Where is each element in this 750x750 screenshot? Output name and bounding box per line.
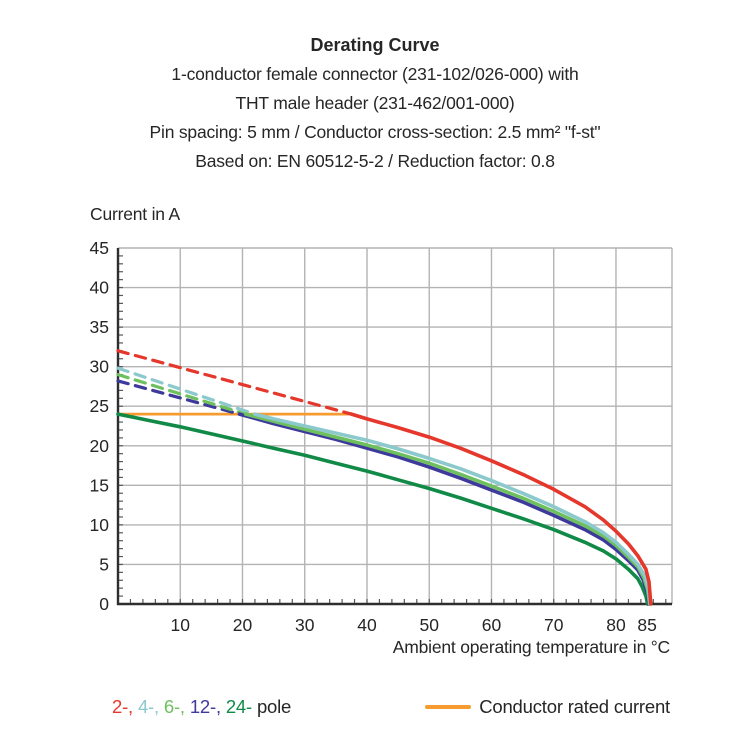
y-tick-label: 35 xyxy=(90,317,109,337)
rated-current-legend: Conductor rated current xyxy=(425,696,670,718)
dashed-curve-12-pole xyxy=(116,379,241,416)
y-tick-label: 20 xyxy=(90,436,110,456)
curve-24-pole xyxy=(116,412,650,606)
y-tick-label: 45 xyxy=(90,238,109,258)
x-tick-label: 70 xyxy=(544,615,564,635)
y-tick-label: 25 xyxy=(90,396,109,416)
curve-2-pole xyxy=(349,412,653,606)
x-tick-label: 80 xyxy=(606,615,626,635)
rated-current-label: Conductor rated current xyxy=(479,696,670,717)
y-axis-title: Current in A xyxy=(90,204,181,224)
chart-subtitle-line: 1-conductor female connector (231-102/02… xyxy=(171,64,579,84)
chart-subtitle-line: Based on: EN 60512-5-2 / Reduction facto… xyxy=(195,151,555,171)
y-tick-label: 10 xyxy=(90,515,110,535)
x-axis-title: Ambient operating temperature in °C xyxy=(392,637,670,657)
y-tick-label: 5 xyxy=(99,554,109,574)
pole-legend-suffix: pole xyxy=(256,696,292,717)
x-tick-label: 20 xyxy=(233,615,253,635)
dashed-curve-2-pole xyxy=(116,349,353,416)
dashed-curves xyxy=(116,349,353,416)
x-tick-label: 85 xyxy=(637,615,656,635)
derating-chart-plot: 10 20 30 40 50 60 70 80 85 0 5 10 15 20 25 30 35 40 45 xyxy=(90,238,673,635)
x-tick-label: 40 xyxy=(357,615,377,635)
x-tick-label: 50 xyxy=(420,615,440,635)
x-tick-label: 60 xyxy=(482,615,502,635)
y-tick-label: 0 xyxy=(99,594,109,614)
legend-row: 2-, 4-, 6-, 12-, 24- pole Conductor rate… xyxy=(112,696,670,718)
rated-current-line-swatch xyxy=(425,705,472,709)
x-tick-label: 30 xyxy=(295,615,315,635)
chart-title-block: Derating Curve 1-conductor female connec… xyxy=(0,31,750,176)
dashed-curve-6-pole xyxy=(116,373,248,416)
axes-spines xyxy=(116,248,672,606)
pole-legend-item: 2-, xyxy=(112,696,138,717)
pole-legend-item: 12-, xyxy=(189,696,226,717)
pole-legend-item: 24- xyxy=(225,696,257,717)
pole-legend-item: 4-, xyxy=(137,696,164,717)
dashed-curve-4-pole xyxy=(116,366,257,416)
chart-subtitle-line: THT male header (231-462/001-000) xyxy=(235,93,515,113)
y-tick-label: 30 xyxy=(90,357,110,377)
curve-4-pole xyxy=(253,412,653,606)
pole-legend-item: 6-, xyxy=(163,696,190,717)
y-tick-label: 40 xyxy=(90,278,110,298)
tick-labels: 10 20 30 40 50 60 70 80 85 0 5 10 15 20 25 30 35 40 45 xyxy=(90,238,657,635)
chart-subtitle-line: Pin spacing: 5 mm / Conductor cross-sect… xyxy=(149,122,601,142)
y-tick-label: 15 xyxy=(90,475,109,495)
solid-curves xyxy=(116,412,653,606)
pole-legend: 2-, 4-, 6-, 12-, 24- pole xyxy=(112,696,291,718)
gridlines xyxy=(118,247,673,604)
chart-title: Derating Curve xyxy=(310,35,440,55)
x-tick-label: 10 xyxy=(171,615,191,635)
